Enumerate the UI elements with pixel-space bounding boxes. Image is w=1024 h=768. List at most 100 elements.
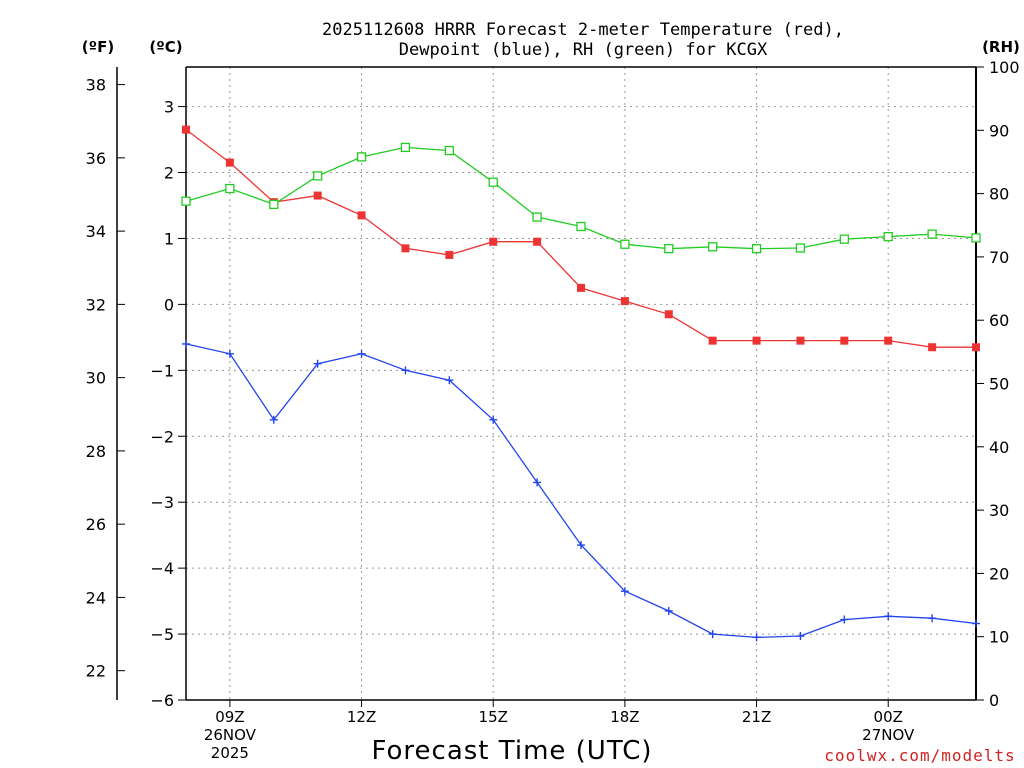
credit-label: coolwx.com/modelts [824, 746, 1015, 765]
dewpoint-point [620, 587, 629, 596]
temperature-point [884, 336, 893, 345]
x-tick-label: 26NOV [204, 726, 257, 744]
temperature-point [796, 336, 805, 345]
celsius-tick-label: −5 [150, 625, 174, 644]
temperature-point [708, 336, 717, 345]
rh-point [664, 244, 674, 254]
fahrenheit-tick-label: 26 [86, 515, 106, 534]
celsius-tick-label: −2 [150, 427, 174, 446]
rh-tick-label: 0 [989, 691, 999, 710]
temperature-point [225, 158, 234, 167]
celsius-unit-label: (ºC) [149, 38, 182, 56]
temperature-point [620, 297, 629, 306]
rh-tick-label: 10 [989, 628, 1009, 647]
axes [116, 66, 984, 707]
rh-point [356, 152, 367, 162]
series-rh [181, 142, 981, 254]
dewpoint-point [972, 619, 980, 628]
celsius-tick-label: 0 [164, 295, 174, 314]
rh-point [971, 233, 981, 243]
dewpoint-point [401, 366, 410, 375]
celsius-tick-label: −4 [150, 559, 174, 578]
celsius-tick-label: 1 [164, 229, 174, 248]
dewpoint-point [664, 606, 673, 615]
x-tick-label: 21Z [742, 708, 771, 726]
rh-point [576, 221, 586, 232]
rh-point [839, 234, 849, 244]
dewpoint-point [928, 614, 937, 623]
celsius-tick-label: −1 [150, 361, 174, 380]
dewpoint-point [796, 632, 805, 641]
x-axis-label: Forecast Time (UTC) [371, 736, 652, 766]
grid [186, 67, 976, 701]
series-dewpoint [182, 339, 980, 642]
celsius-tick-label: −3 [150, 493, 174, 512]
dewpoint-point [182, 339, 190, 348]
fahrenheit-tick-label: 22 [86, 662, 106, 681]
rh-point [225, 183, 235, 194]
dewpoint-point [840, 615, 849, 624]
temperature-point [972, 343, 980, 352]
dewpoint-point [313, 359, 322, 368]
dewpoint-point [752, 633, 761, 642]
fahrenheit-tick-label: 24 [86, 588, 106, 607]
temperature-point [182, 125, 190, 134]
dewpoint-point [884, 612, 893, 621]
fahrenheit-tick-label: 28 [86, 442, 106, 461]
fahrenheit-tick-label: 32 [86, 295, 106, 314]
rh-point [181, 196, 191, 206]
temperature-point [840, 336, 849, 345]
rh-tick-label: 20 [989, 564, 1009, 583]
temperature-point [357, 211, 366, 220]
x-tick-label: 2025 [211, 744, 249, 762]
rh-point [883, 231, 893, 242]
rh-point [269, 199, 279, 210]
fahrenheit-tick-label: 30 [86, 369, 106, 388]
rh-tick-label: 40 [989, 438, 1009, 457]
temperature-point [577, 283, 585, 292]
temperature-point [928, 343, 937, 352]
x-tick-label: 09Z [215, 708, 244, 726]
temperature-point [664, 310, 673, 319]
rh-point [751, 244, 762, 254]
fahrenheit-tick-label: 38 [86, 76, 106, 95]
temperature-point [401, 244, 410, 253]
x-tick-label: 00Z [874, 708, 903, 726]
rh-point [313, 171, 323, 181]
temperature-point [445, 250, 454, 259]
temperature-point [752, 336, 761, 345]
x-tick-label: 18Z [610, 708, 639, 726]
chart-title-line-2: Dewpoint (blue), RH (green) for KCGX [399, 40, 768, 60]
celsius-tick-label: −6 [150, 691, 174, 710]
rh-tick-label: 30 [989, 501, 1009, 520]
rh-point [488, 177, 498, 187]
series-temperature [182, 125, 980, 352]
celsius-tick-label: 2 [164, 164, 174, 183]
celsius-tick-label: 3 [164, 98, 174, 117]
temperature-point [533, 237, 542, 246]
fahrenheit-tick-label: 36 [86, 149, 106, 168]
fahrenheit-unit-label: (ºF) [82, 38, 114, 56]
tick-labels: −6 −5 −4 −3 −2 −1 0 1 2 3 22 24 26 28 30 32 34 36 38 0 10 20 3… [86, 58, 1020, 762]
rh-unit-label: (RH) [982, 38, 1020, 56]
rh-tick-label: 90 [989, 121, 1009, 140]
rh-point [400, 142, 411, 153]
dewpoint-point [489, 415, 498, 424]
x-tick-label: 27NOV [862, 726, 915, 744]
dewpoint-point [708, 630, 717, 639]
series-layer [181, 125, 981, 642]
dewpoint-point [225, 349, 234, 358]
dewpoint-point [577, 541, 585, 550]
rh-point [444, 145, 454, 156]
dewpoint-point [357, 349, 366, 358]
chart-title-line-1: 2025112608 HRRR Forecast 2-meter Tempera… [322, 20, 844, 40]
rh-tick-label: 80 [989, 185, 1009, 204]
rh-tick-label: 100 [989, 58, 1020, 77]
rh-point [620, 239, 630, 249]
rh-point [532, 212, 542, 222]
rh-point [795, 243, 806, 253]
dewpoint-line [185, 343, 977, 639]
temperature-point [489, 237, 498, 246]
rh-tick-label: 50 [989, 375, 1009, 394]
